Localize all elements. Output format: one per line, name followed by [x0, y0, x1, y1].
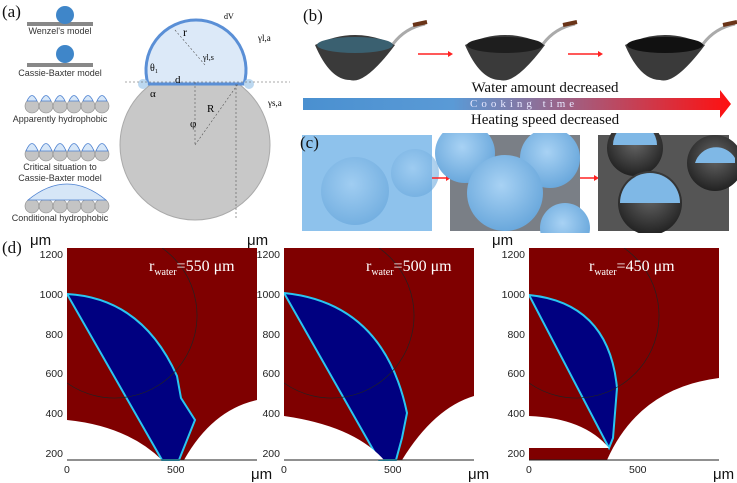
y-unit-label: μm — [30, 232, 52, 249]
y-tick-label: 1000 — [39, 288, 63, 301]
initial-droplet-outline — [67, 248, 198, 399]
cooking-time-text: Cooking time — [470, 98, 579, 110]
water-caps — [25, 95, 109, 201]
x-tick-label: 0 — [64, 464, 70, 476]
x-tick-label: 0 — [281, 464, 287, 476]
symbol-phi: φ — [190, 118, 197, 130]
phase-field-map — [284, 248, 474, 461]
y-tick-label: 800 — [507, 328, 525, 341]
y-tick-label: 600 — [262, 368, 280, 381]
satellite-droplet — [138, 79, 148, 89]
rough-surface — [27, 63, 93, 67]
x-tick-label: 500 — [629, 464, 647, 476]
phase-field-map — [529, 248, 719, 461]
symbol-theta1: θ₁ — [150, 63, 159, 74]
x-tick-label: 500 — [167, 464, 185, 476]
y-tick-label: 800 — [45, 328, 63, 341]
wok-full — [315, 20, 428, 81]
y-tick-label: 1200 — [39, 249, 63, 261]
wenzel-caption: Wenzel's model — [28, 26, 92, 36]
arrow-right — [568, 51, 603, 57]
arrow-right — [580, 175, 599, 181]
cooking-time-arrow — [303, 90, 731, 118]
symbol-gamma-sa: γs,a — [268, 98, 282, 108]
critical-caption-2: Cassie-Baxter model — [18, 173, 102, 183]
symbol-d: d — [175, 74, 181, 86]
panel-b-label: (b) — [303, 6, 323, 25]
symbol-dV: dV — [224, 12, 234, 21]
y-unit-label: μm — [247, 232, 269, 249]
radius-label: rwater=450 μm — [589, 258, 675, 279]
y-tick-label: 200 — [507, 448, 525, 460]
apparently-hydrophobic-caption: Apparently hydrophobic — [12, 114, 108, 124]
water-region — [284, 291, 409, 461]
x-tick-label: 0 — [526, 464, 532, 476]
droplet-wenzel — [56, 6, 74, 24]
y-tick-label: 600 — [45, 368, 63, 381]
phase-field-map — [67, 248, 257, 461]
particle-right — [402, 396, 474, 460]
y-tick-label: 1000 — [256, 288, 280, 301]
water-region — [67, 292, 197, 461]
y-tick-label: 1200 — [501, 249, 525, 261]
y-tick-label: 800 — [262, 328, 280, 341]
construction-lines — [125, 29, 290, 220]
symbol-R: R — [207, 103, 215, 115]
initial-droplet-outline — [529, 248, 660, 399]
y-unit-label: μm — [492, 232, 514, 249]
particle-left — [529, 416, 609, 460]
wok-half — [465, 20, 578, 81]
water-region — [529, 293, 619, 451]
particle-right — [184, 400, 257, 460]
particle-left — [284, 416, 384, 460]
particle-right — [607, 378, 719, 460]
panel-a-label: (a) — [2, 2, 21, 21]
panel-b-graphic — [303, 20, 737, 118]
panel-d-label: (d) — [2, 238, 22, 257]
wok-dry — [625, 20, 737, 81]
y-tick-label: 600 — [507, 368, 525, 381]
x-unit-label: μm — [713, 466, 735, 483]
panel-a-diagram — [24, 6, 290, 221]
y-tick-label: 1000 — [501, 288, 525, 301]
symbol-gamma-la: γl,a — [258, 33, 271, 43]
rough-surface — [27, 22, 93, 26]
radius-label: rwater=500 μm — [366, 258, 452, 279]
y-tick-label: 200 — [45, 448, 63, 460]
droplet-cassie — [56, 45, 74, 63]
y-tick-label: 400 — [507, 408, 525, 421]
x-unit-label: μm — [251, 466, 273, 483]
water-droplet — [144, 18, 248, 86]
symbol-alpha: α — [150, 88, 156, 100]
heating-speed-text: Heating speed decreased — [470, 112, 620, 128]
x-unit-label: μm — [468, 466, 490, 483]
panel-c-label: (c) — [300, 133, 319, 152]
y-tick-label: 400 — [45, 408, 63, 421]
y-tick-label: 200 — [262, 448, 280, 460]
critical-caption: Critical situation to — [23, 162, 97, 172]
particle-left — [67, 420, 162, 460]
water-amount-text: Water amount decreased — [471, 80, 619, 96]
arrow-right — [418, 51, 453, 57]
conditional-caption: Conditional hydrophobic — [11, 213, 109, 223]
symbol-gamma-ls: γl,s — [203, 53, 214, 62]
cassie-caption: Cassie-Baxter model — [18, 68, 102, 78]
satellite-droplet — [244, 79, 254, 89]
y-tick-label: 1200 — [256, 249, 280, 261]
y-tick-label: 400 — [262, 408, 280, 421]
x-tick-label: 500 — [384, 464, 402, 476]
stage-partial-water — [435, 133, 590, 233]
initial-droplet-outline — [284, 248, 415, 399]
panel-c-graphic — [302, 133, 737, 233]
radius-label: rwater=550 μm — [149, 258, 235, 279]
stage-dry — [598, 133, 737, 233]
symbol-r: r — [183, 25, 187, 39]
stage-full-water — [302, 135, 439, 231]
